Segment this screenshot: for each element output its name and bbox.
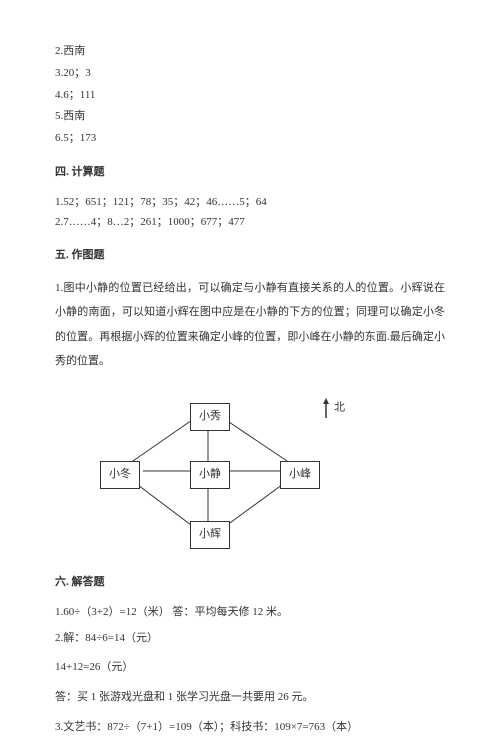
answer-6: 6.5；173	[55, 129, 445, 149]
solve-p2c: 答：买 1 张游戏光盘和 1 张学习光盘一共要用 26 元。	[55, 688, 445, 708]
section-6-title: 六. 解答题	[55, 573, 445, 593]
calc-line-1: 1.52；651；121；78；35；42；46……5；64	[55, 193, 445, 213]
position-diagram: 小秀 小冬 小静 小峰 小辉 北	[95, 393, 355, 553]
north-indicator: 北	[321, 398, 345, 418]
solve-p1: 1.60÷（3+2）=12（米） 答：平均每天修 12 米。	[55, 603, 445, 623]
solve-p2b: 14+12=26（元）	[55, 658, 445, 678]
node-xiu: 小秀	[190, 403, 230, 431]
calc-line-2: 2.7……4；8…2；261；1000；677；477	[55, 213, 445, 233]
node-dong: 小冬	[100, 461, 140, 489]
north-arrow-icon	[321, 398, 331, 418]
answer-3: 3.20；3	[55, 64, 445, 84]
node-hui: 小辉	[190, 521, 230, 549]
node-jing: 小静	[190, 461, 230, 489]
answer-4: 4.6；111	[55, 86, 445, 106]
solve-p2a: 2.解：84÷6=14（元）	[55, 629, 445, 649]
section-5-title: 五. 作图题	[55, 246, 445, 266]
node-feng: 小峰	[280, 461, 320, 489]
answer-5: 5.西南	[55, 107, 445, 127]
section-4-title: 四. 计算题	[55, 163, 445, 183]
drawing-problem-text: 1.图中小静的位置已经给出，可以确定与小静有直接关系的人的位置。小辉说在小静的南…	[55, 276, 445, 373]
solve-p3: 3.文艺书：872÷（7+1）=109（本）；科技书：109×7=763（本）	[55, 718, 445, 738]
answer-2: 2.西南	[55, 42, 445, 62]
north-label: 北	[334, 401, 345, 413]
